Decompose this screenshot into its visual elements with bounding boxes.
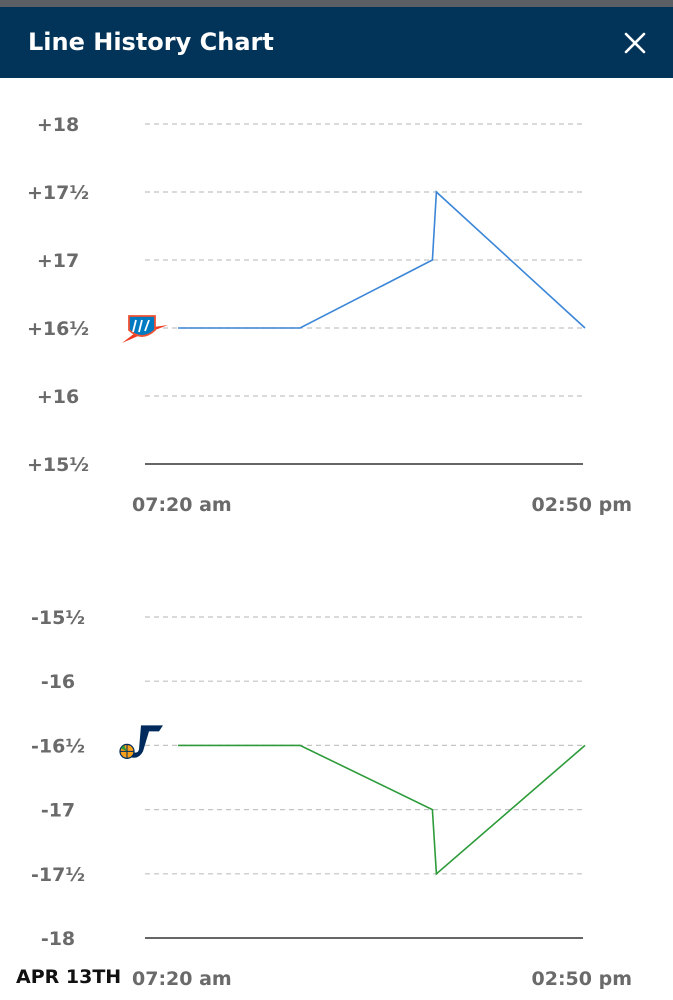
okc-line-history-chart: +18 +17½ +17 +16½ +16 +15½ 07:20 am 02:50 pm [27, 114, 633, 516]
y-tick-label: -17 [41, 800, 75, 822]
date-label: APR 13TH [16, 966, 122, 988]
okc-logo-swoosh [122, 333, 138, 343]
close-icon [624, 32, 646, 54]
okc-logo-shield [128, 315, 156, 337]
y-tick-label: -16 [41, 671, 75, 693]
y-tick-label: +16½ [27, 318, 89, 340]
close-button[interactable] [617, 25, 653, 61]
y-tick-label: +15½ [27, 454, 89, 476]
utah-jazz-logo [119, 725, 163, 759]
y-tick-label: -16½ [31, 735, 85, 757]
x-tick-label-end: 02:50 pm [532, 968, 633, 990]
y-tick-label: +17 [37, 250, 79, 272]
x-tick-label-end: 02:50 pm [532, 494, 633, 516]
y-tick-label: -17½ [31, 864, 85, 886]
y-tick-label: +16 [37, 386, 79, 408]
utah-logo-ball-accent [121, 745, 127, 752]
status-bar-strip [0, 0, 673, 7]
y-tick-label: -18 [41, 928, 75, 950]
modal-title: Line History Chart [28, 28, 274, 56]
y-tick-label: -15½ [31, 607, 85, 629]
y-tick-label: +18 [37, 114, 79, 136]
okc-thunder-logo [122, 315, 168, 343]
utah-line-history-chart: -15½ -16 -16½ -17 -17½ -18 07:20 am 02:50 pm [31, 607, 633, 990]
okc-logo-letters [132, 319, 150, 333]
series-line [178, 744, 586, 876]
modal-header: Line History Chart [0, 7, 673, 78]
series-line [178, 190, 586, 329]
okc-logo-tail [154, 325, 168, 330]
x-tick-label-start: 07:20 am [132, 968, 232, 990]
x-tick-label-start: 07:20 am [132, 494, 232, 516]
utah-logo-ball-seams [120, 744, 134, 759]
utah-logo-note [131, 725, 163, 758]
y-tick-label: +17½ [27, 182, 89, 204]
